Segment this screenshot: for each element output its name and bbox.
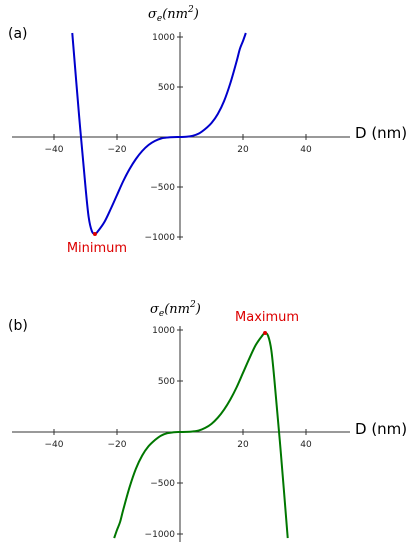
extremum-point: [263, 331, 268, 336]
y-axis-label-close: ): [193, 7, 199, 22]
y-axis-label: σe(nm2): [148, 5, 199, 24]
y-axis-label-exp: 2: [189, 300, 196, 310]
y-tick-label: −500: [150, 183, 175, 193]
y-axis-label-exp: 2: [187, 5, 194, 15]
chart-panel-a: −40 −20 20 40 1000 500 −500 −1000 (a) D (nm) σe(nm…: [8, 5, 407, 256]
x-tick-label: −40: [45, 145, 64, 155]
y-tick-label: −500: [150, 479, 175, 489]
y-axis-label-sub: e: [159, 309, 164, 319]
y-tick-label: −1000: [145, 530, 176, 540]
extremum-point: [92, 232, 97, 236]
y-axis-label: σe(nm2): [150, 300, 201, 319]
chart-panel-b: −40 −20 20 40 1000 500 −500 −1000 (b) D (nm) σe(nm…: [8, 300, 407, 542]
annotation-label: Maximum: [235, 310, 299, 325]
y-tick-label: 500: [158, 83, 175, 93]
y-axis-label-sub: e: [157, 14, 162, 24]
annotation-label: Minimum: [67, 241, 127, 256]
y-axis-label-unit: (nm: [162, 7, 188, 22]
x-tick-label: 20: [237, 145, 249, 155]
y-tick-label: 1000: [152, 326, 175, 336]
x-axis-label: D (nm): [355, 124, 407, 142]
x-tick-label: −20: [108, 440, 127, 450]
x-tick-label: 40: [300, 145, 312, 155]
y-axis-label-base: σ: [148, 7, 158, 22]
y-axis-label-base: σ: [150, 302, 160, 317]
x-tick-label: 20: [237, 440, 249, 450]
x-tick-label: 40: [300, 440, 312, 450]
panel-label: (b): [8, 318, 28, 334]
y-tick-label: −1000: [145, 233, 176, 243]
y-axis-label-unit: (nm: [164, 302, 190, 317]
y-axis-label-close: ): [195, 302, 201, 317]
series-line: [113, 332, 289, 539]
panel-label: (a): [8, 26, 28, 42]
x-axis-label: D (nm): [355, 420, 407, 438]
x-tick-label: −20: [108, 145, 127, 155]
y-tick-label: 500: [158, 377, 175, 387]
y-tick-label: 1000: [152, 33, 175, 43]
series-line: [71, 32, 247, 236]
x-tick-label: −40: [45, 440, 64, 450]
